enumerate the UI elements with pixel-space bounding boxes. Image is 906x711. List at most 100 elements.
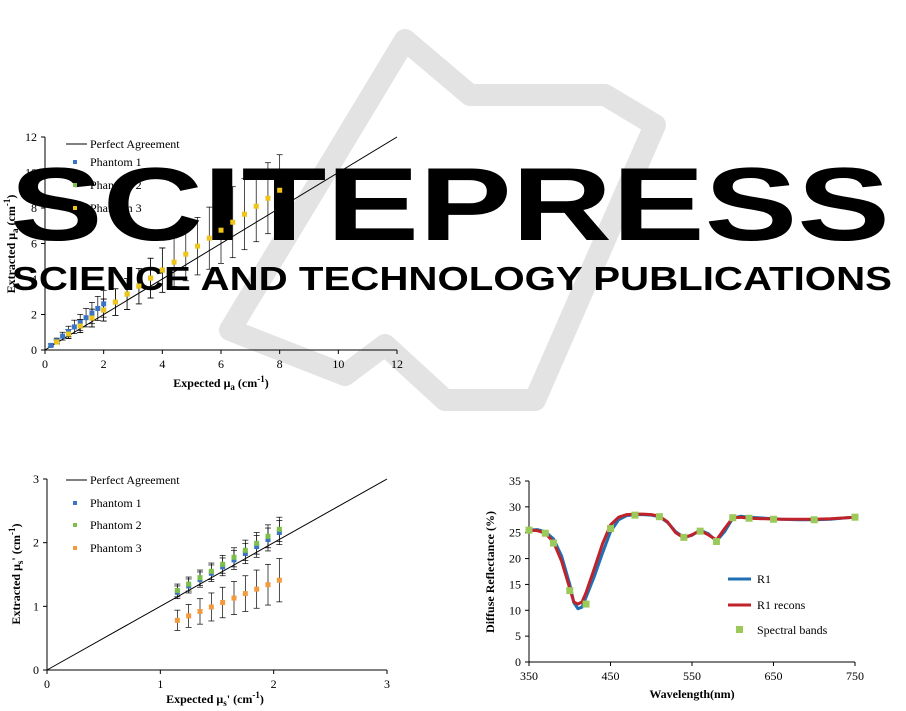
chart1-x-tick-label: 8 (277, 357, 283, 371)
chart1-x-tick-label: 10 (332, 357, 344, 371)
chart1-point-phantom-1 (48, 342, 54, 348)
chart2-point-phantom-3 (265, 582, 271, 588)
chart2-legend-phantom-2: Phantom 2 (90, 518, 142, 532)
chart1-points (48, 187, 283, 348)
chart1-x-tick-label: 2 (101, 357, 107, 371)
chart3-y-tick-label: 25 (509, 526, 521, 540)
chart1-y-axis-label: Extracted μa (cm-1) (2, 195, 20, 294)
chart2-point-phantom-3 (276, 577, 282, 583)
chart1-point-phantom-1 (77, 319, 83, 325)
chart1-legend-perfect: Perfect Agreement (90, 137, 180, 151)
chart2-point-phantom-3 (231, 595, 237, 601)
watermark-book-icon (219, 29, 666, 411)
chart3-point-spectral-band (655, 513, 663, 521)
chart2-point-phantom-2 (254, 540, 260, 546)
chart2-point-phantom-3 (174, 617, 180, 623)
chart3-ticks: 350 450 550 650 750 0 5 10 15 20 25 30 35 (509, 474, 864, 683)
chart3-legend-r1: R1 (757, 572, 771, 586)
chart2-legend-phantom-1: Phantom 1 (90, 496, 142, 510)
chart3-x-tick-label: 750 (846, 669, 864, 683)
chart3-y-tick-label: 15 (509, 577, 521, 591)
chart2-point-phantom-2 (276, 526, 282, 532)
chart2-x-axis-label: Expected μs' (cm-1) (166, 690, 264, 708)
chart3-point-spectral-band (729, 514, 737, 522)
chart3-y-tick-label: 10 (509, 603, 521, 617)
chart3-legend-spectral-bands: Spectral bands (757, 623, 828, 637)
chart3-legend: R1 R1 recons Spectral bands (728, 572, 828, 637)
chart2-point-phantom-3 (186, 613, 192, 619)
chart2-point-phantom-2 (231, 554, 237, 560)
chart3-legend-r1-recons: R1 recons (757, 598, 806, 612)
chart3-y-tick-label: 35 (509, 474, 521, 488)
chart2-point-phantom-2 (242, 547, 248, 553)
chart1-point-phantom-3 (101, 307, 107, 313)
chart3-series-r1-recons (528, 512, 856, 606)
chart2-point-phantom-3 (242, 591, 248, 597)
chart1-legend-marker-phantom-3 (73, 206, 77, 210)
chart2-point-phantom-2 (197, 575, 203, 581)
chart1-y-tick-label: 0 (31, 343, 37, 357)
chart1-legend-phantom-3: Phantom 3 (90, 201, 142, 215)
chart3-series-r1 (528, 513, 856, 611)
chart2-y-tick-label: 0 (33, 663, 39, 677)
chart3-point-spectral-band (851, 513, 859, 521)
chart1-legend-marker-phantom-1 (73, 160, 77, 164)
chart1-point-phantom-3 (112, 299, 118, 305)
chart3-legend-spectral-marker-icon (736, 626, 743, 633)
chart1-point-phantom-3 (277, 187, 283, 193)
chart1-point-phantom-3 (65, 331, 71, 337)
chart1-legend-marker-phantom-2 (73, 183, 77, 187)
chart2-point-phantom-1 (276, 529, 282, 535)
chart1-point-phantom-3 (124, 291, 130, 297)
chart-absorption: 0 2 4 6 8 10 12 0 2 4 6 8 10 12 Extracted μa (cm-1) E… (2, 130, 403, 392)
chart2-point-phantom-2 (186, 581, 192, 587)
chart2-point-phantom-1 (220, 564, 226, 570)
chart2-point-phantom-1 (254, 543, 260, 549)
chart1-point-phantom-1 (60, 333, 66, 339)
chart3-point-spectral-band (631, 511, 639, 519)
chart3-point-spectral-band (566, 587, 574, 595)
chart1-legend: Perfect Agreement Phantom 1 Phantom 2 Ph… (66, 137, 180, 215)
chart2-point-phantom-1 (231, 557, 237, 563)
chart3-point-spectral-band (712, 538, 720, 546)
watermark-subtitle: SCIENCE AND TECHNOLOGY PUBLICATIONS (12, 260, 892, 297)
chart3-x-axis-label: Wavelength(nm) (649, 687, 734, 701)
chart3-y-tick-label: 20 (509, 552, 521, 566)
chart1-point-phantom-3 (195, 243, 201, 249)
chart2-legend-marker-phantom-1 (73, 501, 77, 505)
chart2-point-phantom-3 (197, 608, 203, 614)
chart3-x-tick-label: 450 (602, 669, 620, 683)
chart1-y-tick-label: 10 (25, 166, 37, 180)
chart1-y-tick-label: 12 (25, 130, 37, 144)
chart1-x-tick-label: 6 (218, 357, 224, 371)
chart-scattering: 0 1 2 3 0 1 2 3 Extracted μs' (cm-1) Expected μ… (7, 472, 390, 708)
chart3-point-spectral-band (745, 514, 753, 522)
chart1-point-phantom-3 (159, 267, 165, 273)
chart2-y-tick-label: 1 (33, 599, 39, 613)
chart1-point-phantom-3 (265, 195, 271, 201)
chart2-x-tick-label: 0 (44, 677, 50, 691)
chart3-x-tick-label: 350 (520, 669, 538, 683)
chart3-point-spectral-band (525, 526, 533, 534)
chart3-x-tick-label: 650 (765, 669, 783, 683)
chart3-point-spectral-band (582, 600, 590, 608)
chart3-y-tick-label: 0 (515, 655, 521, 669)
chart1-point-phantom-3 (148, 275, 154, 281)
chart2-legend-perfect: Perfect Agreement (90, 473, 180, 487)
chart2-point-phantom-3 (208, 604, 214, 610)
chart1-x-tick-label: 12 (391, 357, 403, 371)
chart1-point-phantom-3 (89, 315, 95, 321)
chart2-point-phantom-3 (220, 600, 226, 606)
chart2-points (174, 526, 282, 623)
watermark: SCITEPRESS SCIENCE AND TECHNOLOGY PUBLIC… (10, 29, 892, 411)
chart3-y-axis-label: Diffuse Reflectance (%) (483, 511, 497, 633)
chart1-point-phantom-1 (83, 315, 89, 321)
chart3-y-tick-label: 30 (509, 500, 521, 514)
chart3-lines (528, 512, 856, 611)
watermark-title: SCITEPRESS (10, 147, 890, 263)
chart2-legend: Perfect Agreement Phantom 1 Phantom 2 Ph… (66, 473, 180, 555)
chart1-x-tick-label: 4 (159, 357, 165, 371)
chart3-point-spectral-band (541, 529, 549, 537)
chart1-y-tick-label: 4 (31, 272, 37, 286)
